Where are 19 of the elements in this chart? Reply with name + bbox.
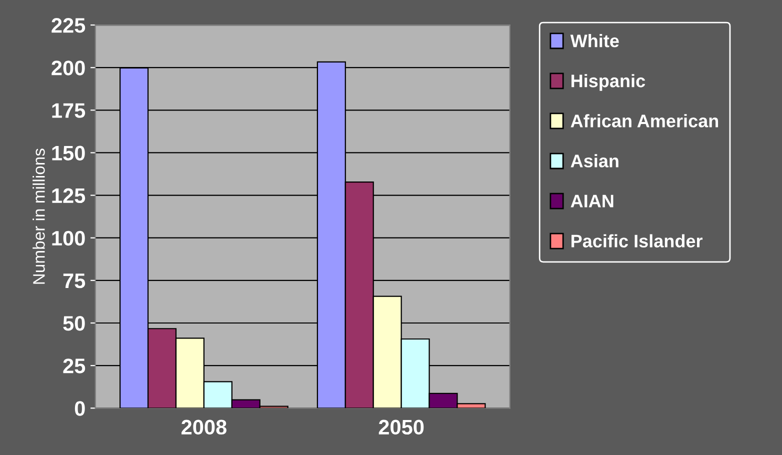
y-tick-label: 225	[52, 18, 86, 33]
y-tick-label: 25	[63, 358, 86, 374]
y-tick-label: 0	[74, 401, 85, 416]
y-tick-label: 50	[63, 316, 85, 331]
x-tick-label: 2050	[378, 420, 424, 435]
legend-label: White	[570, 34, 619, 48]
y-tick-label: 75	[63, 274, 86, 288]
y-tick-label: 100	[52, 230, 85, 246]
legend-label: African American	[570, 114, 718, 128]
y-tick-label: 150	[52, 146, 85, 160]
legend-label: Hispanic	[572, 74, 646, 91]
legend-label: Pacific Islander	[572, 234, 703, 248]
x-tick-label: 2008	[182, 420, 226, 435]
y-tick-label: 200	[52, 60, 85, 76]
y-axis-title: Number in millions	[32, 148, 45, 284]
legend-label: Asian	[570, 154, 618, 168]
legend-label: AIAN	[570, 194, 614, 208]
y-tick-label: 125	[52, 188, 86, 204]
y-tick-label: 175	[52, 103, 86, 118]
